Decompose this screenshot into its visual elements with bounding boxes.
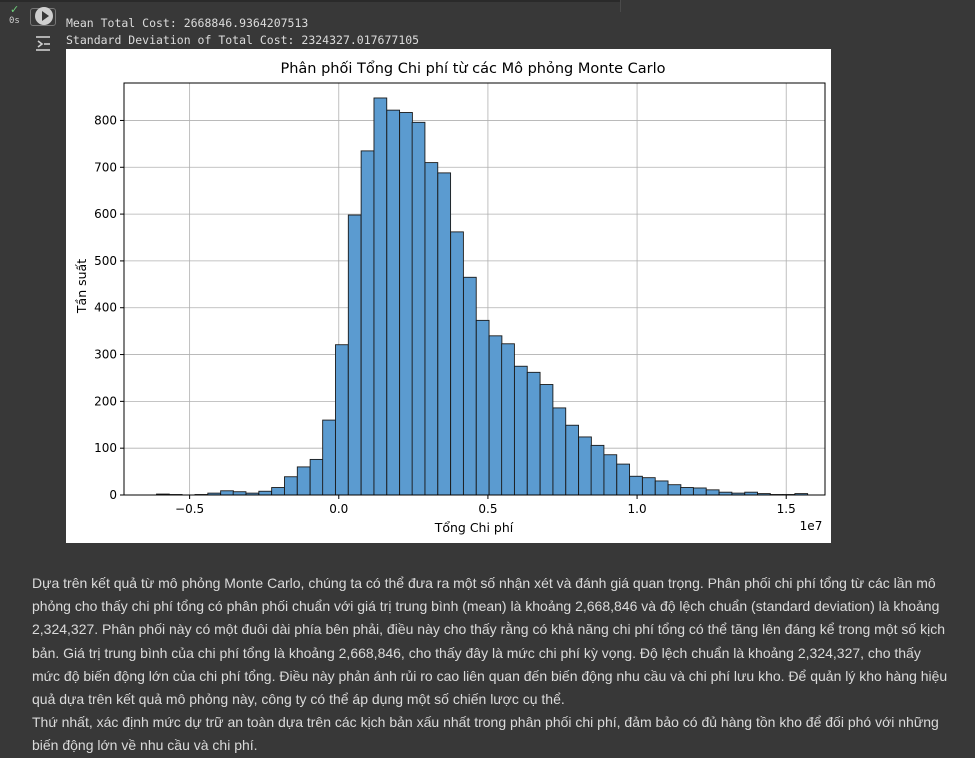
x-tick-label: 1.0 (628, 502, 647, 516)
histogram-bar (272, 488, 285, 495)
y-tick-label: 400 (94, 301, 117, 315)
histogram-bar (642, 478, 655, 495)
histogram-figure: Phân phối Tổng Chi phí từ các Mô phỏng M… (66, 49, 831, 543)
y-tick-label: 0 (109, 488, 117, 502)
histogram-bar (335, 345, 348, 495)
y-tick-label: 300 (94, 348, 117, 362)
histogram-bars (157, 98, 808, 495)
histogram-bar (489, 336, 502, 495)
histogram-bar (476, 320, 489, 495)
histogram-bar (297, 467, 310, 495)
run-cell-button[interactable] (35, 7, 53, 25)
histogram-bar (284, 477, 297, 495)
y-tick-label: 200 (94, 394, 117, 408)
histogram-bar (400, 112, 413, 495)
markdown-cell: Dựa trên kết quả từ mô phỏng Monte Carlo… (32, 572, 952, 758)
y-tick-label: 600 (94, 207, 117, 221)
histogram-bar (361, 151, 374, 495)
histogram-bar (374, 98, 387, 495)
stdout-line-mean: Mean Total Cost: 2668846.9364207513 (66, 15, 419, 32)
histogram-bar (425, 163, 438, 495)
cell-divider (620, 0, 621, 12)
x-axis-offset-label: 1e7 (800, 519, 823, 533)
x-axis-label: Tổng Chi phí (434, 520, 514, 535)
histogram-bar (630, 476, 643, 495)
histogram-bar (604, 455, 617, 495)
histogram-bar (706, 490, 719, 495)
histogram-bar (540, 385, 553, 495)
histogram-bar (668, 485, 681, 495)
histogram-bar (387, 110, 400, 495)
cell-top-border (0, 0, 620, 2)
histogram-bar (655, 481, 668, 495)
histogram-bar (681, 488, 694, 495)
histogram-bar (514, 366, 527, 495)
histogram-chart: Phân phối Tổng Chi phí từ các Mô phỏng M… (66, 49, 831, 543)
histogram-bar (693, 488, 706, 495)
markdown-paragraph-2: Thứ nhất, xác định mức dự trữ an toàn dự… (32, 711, 952, 757)
y-tick-label: 700 (94, 160, 117, 174)
histogram-bar (438, 173, 451, 495)
y-tick-label: 800 (94, 113, 117, 127)
histogram-bar (566, 425, 579, 495)
success-check-icon: ✓ (10, 3, 19, 16)
histogram-bar (451, 232, 464, 495)
histogram-bar (310, 459, 323, 495)
histogram-bar (527, 372, 540, 495)
chart-title: Phân phối Tổng Chi phí từ các Mô phỏng M… (280, 60, 665, 77)
x-tick-label: −0.5 (175, 502, 204, 516)
x-tick-label: 0.5 (478, 502, 497, 516)
x-tick-label: 0.0 (329, 502, 348, 516)
execution-time: 0s (9, 16, 20, 26)
output-toggle-icon[interactable] (34, 34, 52, 52)
x-tick-labels: −0.5 0.0 0.5 1.0 1.5 (175, 495, 796, 516)
cell-gutter: ✓ 0s (0, 0, 58, 50)
histogram-bar (463, 277, 476, 495)
histogram-bar (221, 491, 234, 495)
y-tick-label: 100 (94, 441, 117, 455)
histogram-bar (502, 344, 515, 495)
markdown-paragraph-1: Dựa trên kết quả từ mô phỏng Monte Carlo… (32, 572, 952, 711)
stdout-line-std: Standard Deviation of Total Cost: 232432… (66, 32, 419, 49)
histogram-bar (348, 215, 361, 495)
histogram-bar (323, 420, 336, 495)
histogram-bar (579, 437, 592, 495)
histogram-bar (617, 464, 630, 495)
y-tick-label: 500 (94, 254, 117, 268)
histogram-bar (412, 122, 425, 495)
histogram-bar (259, 491, 272, 495)
x-tick-label: 1.5 (777, 502, 796, 516)
y-axis-label: Tần suất (74, 259, 89, 314)
histogram-bar (553, 408, 566, 495)
histogram-bar (591, 445, 604, 495)
y-tick-labels: 0 100 200 300 400 500 600 700 800 (94, 113, 124, 502)
